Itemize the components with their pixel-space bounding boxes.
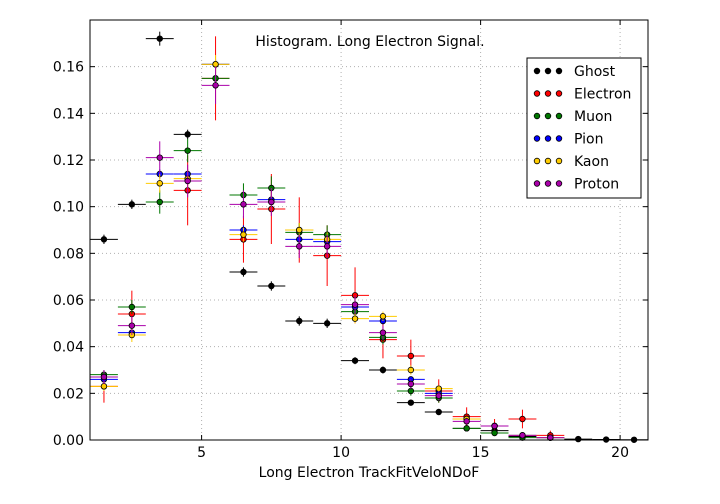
x-tick-label: 5 [197,445,206,461]
ghost-point [575,435,582,443]
proton-point [323,243,331,250]
proton-point [519,432,526,439]
y-tick-label: 0.16 [53,60,84,76]
ghost-point [128,201,136,208]
proton-point [435,392,442,399]
plot-frame [89,19,649,441]
legend-label-electron: Electron [574,87,631,103]
y-tick-label: 0.10 [53,200,84,216]
legend-frame [526,57,642,199]
y-tick-label: 0.00 [53,433,84,449]
proton-point [212,82,219,89]
legend-marker-kaon [544,157,552,165]
ghost-point [296,317,303,325]
x-tick-label: 20 [611,445,629,461]
series-muon [90,66,537,441]
ghost-point [184,131,191,138]
kaon-point [212,61,219,68]
ghost-point [351,357,359,364]
muon-point [128,303,136,311]
legend-label-pion: Pion [574,132,603,148]
kaon-point [407,366,415,374]
proton-point [128,322,136,329]
legend-marker-ghost [555,67,563,75]
y-tick-label: 0.12 [53,153,84,169]
ghost-point [240,268,247,276]
legend-marker-ghost [544,67,552,75]
kaon-point [296,226,303,234]
legend: Ghost Electron Muon Pion Kaon Proton [526,57,642,199]
legend-marker-proton [544,180,552,187]
x-axis-label: Long Electron TrackFitVeloNDoF [259,465,480,481]
ghost-point [435,408,442,416]
muon-point [184,147,191,154]
kaon-point [435,385,442,392]
legend-marker-pion [544,135,552,142]
legend-marker-proton [533,180,541,187]
proton-point [156,154,163,161]
electron-point [407,352,415,360]
ghost-point [407,399,415,406]
electron-point [519,415,526,423]
y-tick-label: 0.06 [53,293,84,309]
proton-point [491,422,498,430]
proton-point [296,243,303,250]
x-tick-label: 15 [472,445,490,461]
proton-point [184,177,191,185]
ghost-point [100,236,108,243]
ghost-point [156,35,163,42]
muon-point [407,387,415,395]
legend-marker-proton [555,180,563,187]
ghost-point [268,282,275,290]
proton-point [240,201,247,208]
kaon-point [351,315,359,322]
proton-point [463,418,470,425]
legend-marker-electron [544,90,552,97]
kaon-point [379,313,387,320]
ghost-point [379,366,387,374]
proton-point [351,301,359,308]
legend-marker-ghost [533,67,541,75]
legend-marker-muon [555,112,563,120]
data-series [90,31,648,443]
legend-label-muon: Muon [574,109,612,125]
muon-point [491,429,498,437]
proton-point [268,198,275,206]
legend-label-proton: Proton [574,177,619,193]
legend-marker-muon [544,112,552,120]
proton-point [379,329,387,336]
axis-ticks: 0.00 0.02 0.04 0.06 0.08 0.10 0.12 0.14 0.16 5 10 1… [53,20,648,461]
chart-title: Histogram. Long Electron Signal. [255,34,484,50]
legend-marker-kaon [533,157,541,165]
y-tick-label: 0.08 [53,246,84,262]
muon-point [156,198,163,206]
y-tick-label: 0.14 [53,106,84,122]
proton-point [407,380,415,388]
kaon-point [156,180,163,187]
kaon-point [100,383,108,390]
legend-label-ghost: Ghost [574,64,616,80]
legend-marker-pion [533,135,541,142]
x-tick-label: 10 [332,445,350,461]
y-tick-label: 0.04 [53,340,84,356]
muon-point [463,425,470,432]
kaon-point [240,231,247,238]
legend-marker-electron [533,90,541,97]
legend-marker-electron [555,90,563,97]
series-proton [90,66,565,441]
legend-marker-muon [533,112,541,120]
ghost-point [323,320,331,327]
legend-marker-pion [555,135,563,142]
proton-point [100,373,108,381]
legend-label-kaon: Kaon [574,154,609,170]
y-tick-label: 0.02 [53,386,84,402]
legend-marker-kaon [555,157,563,165]
